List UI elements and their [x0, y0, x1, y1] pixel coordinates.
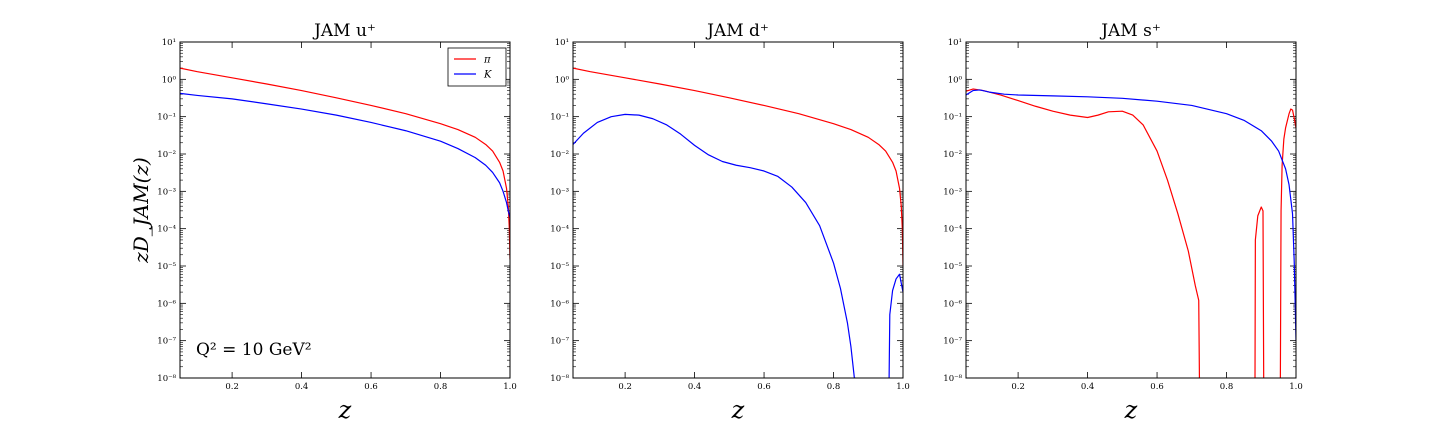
- y-tick-label: 10¹: [162, 38, 176, 48]
- legend: πK: [447, 47, 507, 87]
- x-axis-label: z: [1124, 396, 1138, 424]
- y-tick-label: 10⁻²: [550, 150, 569, 160]
- y-tick-label: 10⁻²: [157, 150, 176, 160]
- series-line-k: [180, 92, 510, 218]
- series-line-pi: [573, 67, 903, 267]
- x-tick-label: 0.4: [1081, 382, 1095, 392]
- x-tick-label: 0.2: [618, 382, 632, 392]
- series-group: [180, 67, 510, 260]
- plot-frame: [179, 41, 511, 379]
- series-group: [573, 67, 903, 378]
- y-tick-label: 10¹: [555, 38, 569, 48]
- series-line-pi-segment-1: [966, 88, 1201, 378]
- y-tick-label: 10⁻⁸: [943, 374, 962, 384]
- x-tick-label: 0.6: [1150, 382, 1164, 392]
- y-tick-label: 10⁰: [948, 75, 963, 85]
- y-tick-label: 10⁻⁵: [550, 262, 569, 272]
- y-tick-label: 10⁻¹: [943, 113, 962, 123]
- y-tick-label: 10⁻⁴: [943, 225, 962, 235]
- series-line-pi-segment-2: [1254, 206, 1265, 378]
- chart-panel-1: 10⁻⁸ 10⁻⁷ 10⁻⁶ 10⁻⁵ 10⁻⁴ 10⁻³ 10⁻² 10⁻¹ 10⁰ 10¹ 0.…: [129, 21, 517, 424]
- y-tick-label: 10⁻²: [943, 150, 962, 160]
- y-tick-label: 10⁻⁵: [157, 262, 176, 272]
- y-tick-label: 10⁻⁸: [550, 374, 569, 384]
- y-tick-label: 10⁻⁶: [157, 299, 176, 309]
- x-tick-label: 1.0: [896, 382, 910, 392]
- x-tick-label: 0.8: [1220, 382, 1234, 392]
- x-axis-label: z: [731, 396, 745, 424]
- series-line-k-segment-2: [888, 273, 903, 378]
- y-tick-label: 10⁻⁴: [157, 225, 176, 235]
- y-tick-label: 10⁻³: [550, 187, 569, 197]
- y-tick-label: 10⁻⁸: [157, 374, 176, 384]
- x-tick-label: 0.2: [1011, 382, 1025, 392]
- panel-title: JAM u⁺: [312, 21, 376, 41]
- x-tick-label: 0.2: [225, 382, 239, 392]
- y-tick-label: 10⁻⁵: [943, 262, 962, 272]
- y-tick-label: 10⁰: [162, 75, 177, 85]
- y-tick-label: 10⁻⁷: [157, 337, 176, 347]
- chart-panel-2: 10⁻⁸ 10⁻⁷ 10⁻⁶ 10⁻⁵ 10⁻⁴ 10⁻³ 10⁻² 10⁻¹ 10⁰ 10¹ 0.…: [550, 21, 909, 424]
- legend-box: [447, 47, 507, 87]
- y-tick-label: 10⁻⁷: [550, 337, 569, 347]
- q2-annotation: Q² = 10 GeV²: [196, 340, 312, 360]
- panel-title: JAM d⁺: [705, 21, 769, 41]
- x-tick-label: 0.4: [688, 382, 702, 392]
- panel-title: JAM s⁺: [1099, 21, 1161, 41]
- y-tick-label: 10¹: [948, 38, 962, 48]
- legend-entry-label: K: [483, 70, 492, 81]
- y-tick-label: 10⁻⁶: [943, 299, 962, 309]
- y-tick-label: 10⁻⁶: [550, 299, 569, 309]
- y-tick-label: 10⁻³: [157, 187, 176, 197]
- series-line-pi-segment-3: [1279, 108, 1296, 378]
- x-tick-label: 0.8: [827, 382, 841, 392]
- series-line-k-segment-1: [573, 113, 856, 378]
- y-tick-label: 10⁻¹: [550, 113, 569, 123]
- y-axis-label: zD_JAM(z): [129, 157, 153, 264]
- series-group: [966, 88, 1296, 378]
- x-tick-label: 0.8: [434, 382, 448, 392]
- x-tick-label: 1.0: [503, 382, 517, 392]
- x-axis-label: z: [338, 396, 352, 424]
- y-tick-label: 10⁻¹: [157, 113, 176, 123]
- series-line-k: [966, 89, 1296, 341]
- plot-frame: [965, 41, 1297, 379]
- series-line-pi: [180, 67, 510, 260]
- plot-frame: [572, 41, 904, 379]
- y-tick-label: 10⁰: [555, 75, 570, 85]
- legend-entry-label: π: [483, 55, 491, 66]
- chart-panel-3: 10⁻⁸ 10⁻⁷ 10⁻⁶ 10⁻⁵ 10⁻⁴ 10⁻³ 10⁻² 10⁻¹ 10⁰ 10¹ 0.…: [943, 21, 1302, 424]
- y-tick-label: 10⁻³: [943, 187, 962, 197]
- y-tick-label: 10⁻⁷: [943, 337, 962, 347]
- x-tick-label: 0.4: [295, 382, 309, 392]
- x-tick-label: 0.6: [757, 382, 771, 392]
- y-tick-label: 10⁻⁴: [550, 225, 569, 235]
- x-tick-label: 1.0: [1289, 382, 1303, 392]
- x-tick-label: 0.6: [364, 382, 378, 392]
